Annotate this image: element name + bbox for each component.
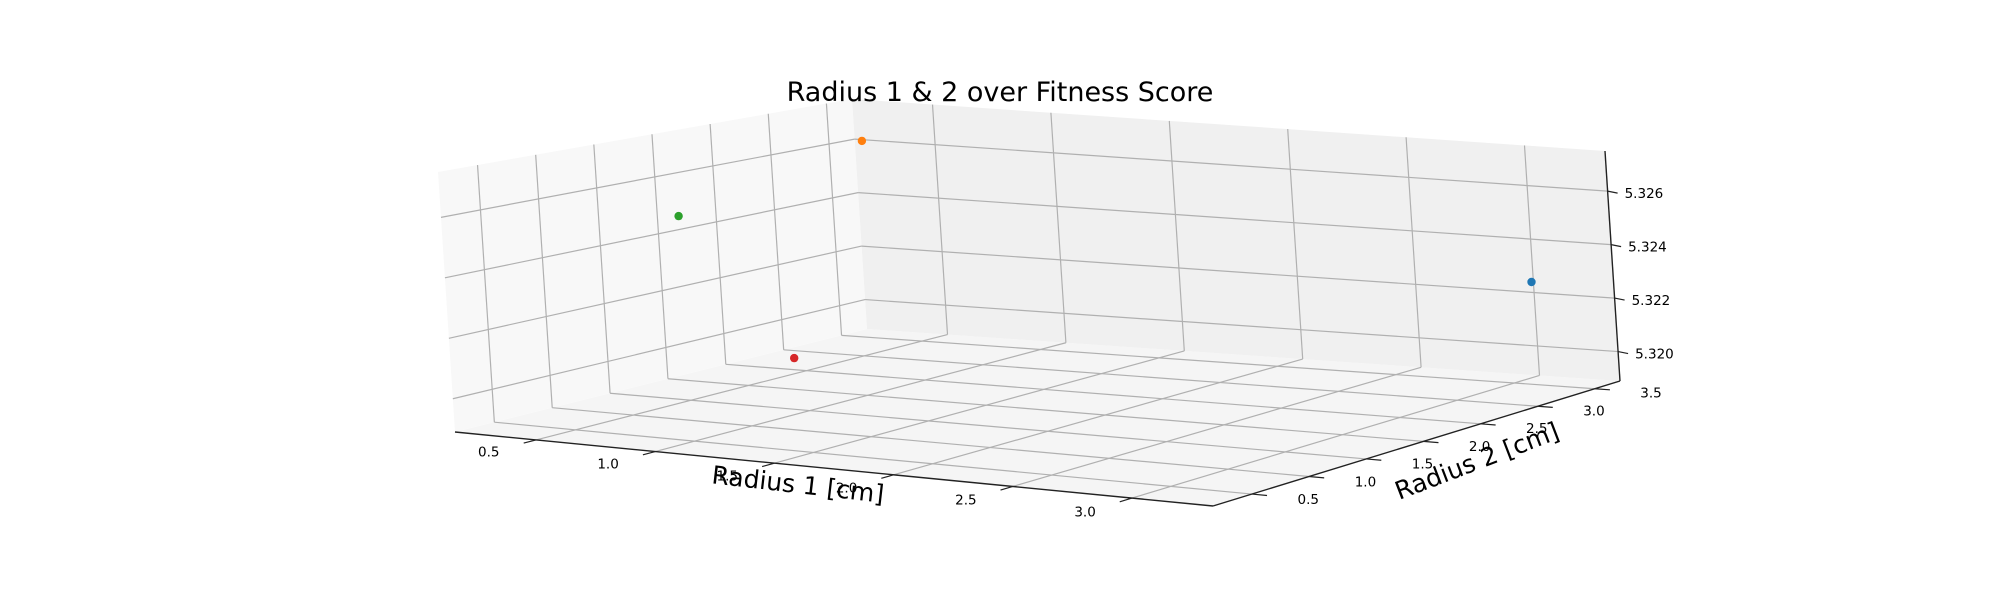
x-tick-mark: [1000, 485, 1013, 491]
grid-x-backwall: [931, 104, 949, 335]
x-tick-mark: [523, 439, 537, 444]
data-points: [674, 136, 1536, 363]
y-tick-label: 2.0: [1469, 439, 1490, 455]
data-point: [1527, 277, 1536, 287]
y-tick-mark: [1366, 458, 1382, 461]
y-tick-label: 0.5: [1298, 492, 1319, 508]
z-tick-mark: [1614, 297, 1625, 301]
grid-y-floor: [610, 392, 1367, 460]
x-tick-mark: [881, 474, 894, 479]
grid-x-floor: [893, 358, 1303, 476]
grid-x-backwall: [1287, 129, 1304, 360]
grid-x-floor: [535, 333, 948, 441]
x-tick-label: 2.5: [955, 493, 976, 509]
grid-z-sidewall: [448, 245, 862, 339]
z-tick-label: 5.322: [1632, 293, 1671, 309]
side-wall-pane: [438, 99, 867, 432]
x-tick-label: 2.0: [836, 481, 857, 497]
grid-z-sidewall: [444, 192, 859, 279]
grid-y-sidewall: [593, 144, 611, 394]
grid-x-backwall: [1050, 112, 1067, 343]
grid-y-floor: [783, 349, 1538, 407]
x-tick-mark: [761, 462, 775, 468]
y-tick-label: 3.5: [1640, 386, 1661, 402]
data-point: [790, 353, 799, 363]
z-tick-mark: [1607, 190, 1618, 194]
grid-x-floor: [655, 342, 1067, 453]
y-tick-mark: [1308, 475, 1325, 479]
back-wall-pane: [852, 99, 1620, 381]
grid-y-floor: [552, 407, 1310, 478]
data-point: [857, 136, 867, 146]
grid-z-backwall: [854, 138, 1608, 192]
grid-x-backwall: [1168, 120, 1185, 351]
y-tick-mark: [1594, 388, 1610, 391]
grid-y-floor: [841, 334, 1595, 390]
y-tick-mark: [1423, 440, 1439, 444]
y-axis-line: [1212, 380, 1621, 507]
x-tick-label: 3.0: [1074, 505, 1095, 521]
grid-y-sidewall: [651, 134, 669, 379]
grid-lines: [440, 103, 1619, 499]
grid-x-floor: [1012, 366, 1422, 488]
floor-pane: [455, 329, 1620, 506]
x-tick-mark: [642, 450, 656, 456]
grid-y-floor: [494, 421, 1252, 495]
tick-labels: 0.5 1.0 1.5 2.0 2.5 3.0 0.5 1.0 1.5 2.0 2.5 3.0 3.5 5…: [478, 186, 1674, 520]
z-tick-mark: [1617, 350, 1629, 355]
y-tick-label: 3.0: [1583, 403, 1604, 419]
y-tick-label: 1.5: [1412, 457, 1433, 473]
axis-lines: [454, 150, 1621, 507]
y-tick-mark: [1480, 423, 1496, 426]
grid-x-floor: [1131, 374, 1540, 499]
z-tick-label: 5.320: [1635, 347, 1674, 363]
grid-y-sidewall: [825, 103, 843, 336]
z-tick-label: 5.324: [1628, 240, 1667, 256]
grid-z-sidewall: [440, 138, 855, 218]
grid-x-backwall: [1405, 137, 1422, 368]
x-axis-line: [454, 431, 1214, 507]
grid-y-sidewall: [709, 123, 727, 365]
grid-y-sidewall: [767, 113, 785, 350]
grid-y-floor: [667, 378, 1424, 442]
z-tick-label: 5.326: [1625, 186, 1664, 202]
data-point: [674, 211, 683, 221]
axes-panes: [438, 99, 1620, 506]
x-tick-label: 1.0: [597, 457, 618, 473]
grid-z-backwall: [865, 298, 1619, 353]
grid-z-backwall: [861, 245, 1615, 299]
y-tick-mark: [1251, 493, 1268, 497]
grid-y-floor: [725, 363, 1481, 425]
y-tick-mark: [1537, 405, 1553, 409]
grid-x-floor: [774, 350, 1185, 464]
chart-title: Radius 1 & 2 over Fitness Score: [787, 77, 1214, 108]
y-tick-label: 2.5: [1526, 421, 1547, 437]
x-tick-mark: [1119, 497, 1133, 503]
grid-y-sidewall: [476, 164, 495, 423]
grid-z-sidewall: [452, 298, 866, 400]
grid-y-sidewall: [535, 154, 553, 408]
x-tick-label: 0.5: [478, 445, 499, 461]
z-axis-line: [1604, 150, 1621, 382]
grid-x-backwall: [1523, 145, 1541, 376]
grid-z-backwall: [858, 192, 1612, 246]
z-tick-mark: [1610, 244, 1622, 248]
x-tick-label: 1.5: [717, 469, 738, 485]
y-tick-label: 1.0: [1355, 474, 1376, 490]
